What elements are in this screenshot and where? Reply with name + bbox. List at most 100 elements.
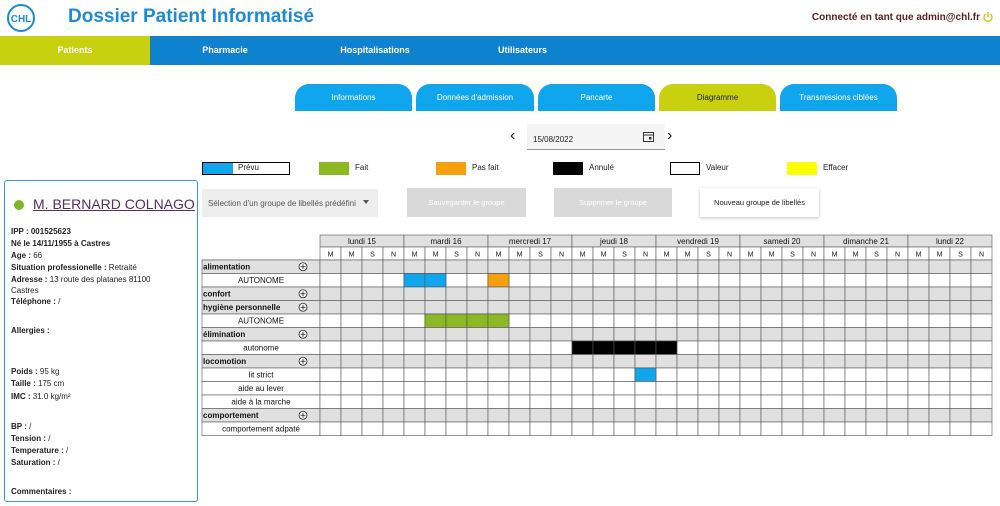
care-mark[interactable] bbox=[487, 313, 510, 328]
diagram-cell[interactable] bbox=[550, 381, 573, 396]
diagram-cell[interactable] bbox=[445, 394, 468, 409]
diagram-cell[interactable] bbox=[592, 381, 615, 396]
diagram-cell[interactable] bbox=[739, 381, 762, 396]
diagram-cell[interactable] bbox=[634, 313, 657, 328]
diagram-cell[interactable] bbox=[907, 340, 930, 355]
diagram-cell[interactable] bbox=[676, 367, 699, 382]
diagram-cell[interactable] bbox=[529, 381, 552, 396]
diagram-cell[interactable] bbox=[823, 313, 846, 328]
diagram-cell[interactable] bbox=[382, 421, 405, 436]
diagram-cell[interactable] bbox=[844, 421, 867, 436]
diagram-cell[interactable] bbox=[718, 367, 741, 382]
diagram-cell[interactable] bbox=[844, 394, 867, 409]
diagram-cell[interactable] bbox=[949, 340, 972, 355]
diagram-cell[interactable] bbox=[823, 394, 846, 409]
diagram-cell[interactable] bbox=[760, 381, 783, 396]
diagram-cell[interactable] bbox=[823, 381, 846, 396]
diagram-cell[interactable] bbox=[487, 381, 510, 396]
diagram-cell[interactable] bbox=[445, 340, 468, 355]
diagram-cell[interactable] bbox=[823, 367, 846, 382]
diagram-cell[interactable] bbox=[739, 273, 762, 288]
diagram-cell[interactable] bbox=[424, 394, 447, 409]
diagram-cell[interactable] bbox=[886, 381, 909, 396]
diagram-cell[interactable] bbox=[760, 273, 783, 288]
delete-group-button[interactable]: Supprimer le groupe bbox=[554, 188, 672, 217]
diagram-cell[interactable] bbox=[340, 313, 363, 328]
diagram-cell[interactable] bbox=[466, 340, 489, 355]
diagram-cell[interactable] bbox=[697, 394, 720, 409]
diagram-cell[interactable] bbox=[550, 313, 573, 328]
diagram-cell[interactable] bbox=[466, 273, 489, 288]
diagram-cell[interactable] bbox=[403, 394, 426, 409]
diagram-cell[interactable] bbox=[487, 340, 510, 355]
diagram-cell[interactable] bbox=[781, 381, 804, 396]
diagram-cell[interactable] bbox=[424, 381, 447, 396]
diagram-cell[interactable] bbox=[655, 313, 678, 328]
diagram-cell[interactable] bbox=[424, 367, 447, 382]
care-mark[interactable] bbox=[466, 313, 489, 328]
previous-date-icon[interactable]: ‹ bbox=[510, 127, 516, 144]
diagram-cell[interactable] bbox=[382, 313, 405, 328]
diagram-cell[interactable] bbox=[970, 421, 993, 436]
diagram-cell[interactable] bbox=[550, 394, 573, 409]
chevron-down-icon[interactable] bbox=[363, 200, 369, 204]
diagram-cell[interactable] bbox=[886, 340, 909, 355]
tab-donnees-admission[interactable]: Données d'admission bbox=[416, 84, 534, 111]
care-mark[interactable] bbox=[634, 367, 657, 382]
diagram-cell[interactable] bbox=[403, 421, 426, 436]
nav-utilisateurs[interactable]: Utilisateurs bbox=[497, 45, 548, 55]
diagram-cell[interactable] bbox=[340, 340, 363, 355]
diagram-cell[interactable] bbox=[676, 340, 699, 355]
diagram-cell[interactable] bbox=[907, 367, 930, 382]
diagram-cell[interactable] bbox=[592, 273, 615, 288]
diagram-cell[interactable] bbox=[802, 273, 825, 288]
diagram-cell[interactable] bbox=[865, 273, 888, 288]
diagram-cell[interactable] bbox=[340, 394, 363, 409]
diagram-cell[interactable] bbox=[844, 273, 867, 288]
diagram-cell[interactable] bbox=[655, 273, 678, 288]
diagram-cell[interactable] bbox=[970, 313, 993, 328]
diagram-cell[interactable] bbox=[844, 340, 867, 355]
diagram-cell[interactable] bbox=[928, 367, 951, 382]
diagram-cell[interactable] bbox=[739, 313, 762, 328]
diagram-cell[interactable] bbox=[571, 421, 594, 436]
diagram-cell[interactable] bbox=[340, 367, 363, 382]
diagram-cell[interactable] bbox=[445, 273, 468, 288]
diagram-cell[interactable] bbox=[676, 394, 699, 409]
diagram-cell[interactable] bbox=[907, 421, 930, 436]
diagram-cell[interactable] bbox=[886, 313, 909, 328]
diagram-cell[interactable] bbox=[529, 421, 552, 436]
diagram-cell[interactable] bbox=[466, 394, 489, 409]
diagram-cell[interactable] bbox=[739, 367, 762, 382]
diagram-cell[interactable] bbox=[424, 340, 447, 355]
diagram-cell[interactable] bbox=[319, 394, 342, 409]
diagram-cell[interactable] bbox=[802, 340, 825, 355]
diagram-cell[interactable] bbox=[466, 421, 489, 436]
diagram-cell[interactable] bbox=[949, 421, 972, 436]
diagram-cell[interactable] bbox=[634, 273, 657, 288]
diagram-cell[interactable] bbox=[844, 381, 867, 396]
diagram-cell[interactable] bbox=[382, 367, 405, 382]
care-mark[interactable] bbox=[613, 340, 636, 355]
diagram-cell[interactable] bbox=[319, 381, 342, 396]
diagram-cell[interactable] bbox=[466, 367, 489, 382]
diagram-cell[interactable] bbox=[718, 313, 741, 328]
diagram-cell[interactable] bbox=[382, 273, 405, 288]
diagram-cell[interactable] bbox=[781, 421, 804, 436]
diagram-cell[interactable] bbox=[403, 381, 426, 396]
diagram-cell[interactable] bbox=[403, 313, 426, 328]
next-date-icon[interactable]: › bbox=[667, 127, 673, 144]
diagram-cell[interactable] bbox=[697, 367, 720, 382]
diagram-cell[interactable] bbox=[928, 421, 951, 436]
diagram-cell[interactable] bbox=[760, 394, 783, 409]
diagram-cell[interactable] bbox=[949, 394, 972, 409]
diagram-cell[interactable] bbox=[781, 313, 804, 328]
diagram-cell[interactable] bbox=[823, 340, 846, 355]
diagram-cell[interactable] bbox=[508, 381, 531, 396]
tab-pancarte[interactable]: Pancarte bbox=[538, 84, 655, 111]
diagram-cell[interactable] bbox=[907, 381, 930, 396]
diagram-cell[interactable] bbox=[949, 313, 972, 328]
diagram-cell[interactable] bbox=[865, 340, 888, 355]
diagram-cell[interactable] bbox=[613, 367, 636, 382]
diagram-cell[interactable] bbox=[571, 367, 594, 382]
